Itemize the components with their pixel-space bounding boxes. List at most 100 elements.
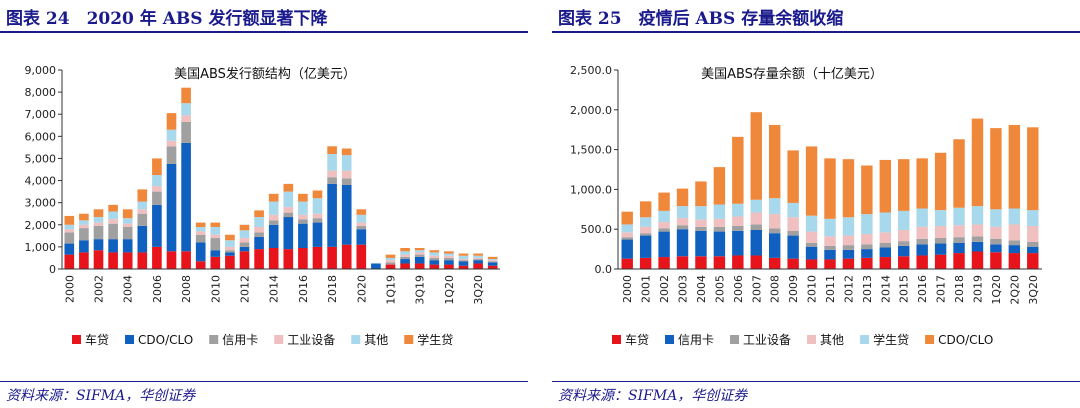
bar-segment [312,190,323,199]
x-tick-label: 2017 [935,275,948,303]
bar-segment [842,235,855,246]
bar-segment [695,256,707,269]
bar-segment [990,238,1002,245]
legend-entry: CDO/CLO [138,333,193,347]
bar-segment [805,242,818,247]
x-tick-label: 2008 [769,275,782,303]
bar-segment [327,183,337,247]
bar-segment [371,263,381,269]
bar-segment [239,230,250,239]
bar-segment [225,252,235,256]
bar-segment [953,139,965,208]
legend-swatch [807,335,817,344]
bar-segment [787,217,799,231]
bar-segment [639,235,652,258]
bar-segment [283,183,294,192]
x-tick-label: 2006 [151,275,164,303]
bar-segment [458,259,469,261]
bar-segment [79,252,89,269]
bar-segment [254,210,264,218]
bar-segment [842,217,855,236]
bar-segment [1008,208,1021,225]
bar-segment [268,193,279,202]
bar-segment [676,229,689,257]
bar-segment [487,260,498,262]
bar-segment [122,218,133,224]
bar-segment [444,255,454,258]
x-tick-label: 2010 [209,275,222,303]
bar-segment [108,219,118,224]
x-tick-label: 1Q20 [990,275,1003,305]
bar-segment [621,232,633,238]
bar-segment [356,229,367,245]
bar-segment [732,216,744,227]
bar-segment [195,222,206,227]
source-note: 资料来源：SIFMA，华创证券 [558,388,748,404]
bar-segment [64,232,75,244]
bar-segment [953,207,965,226]
bar-segment [225,250,235,253]
bar-segment [934,254,947,269]
bar-segment [658,222,670,229]
bar-segment [181,103,191,116]
x-tick-label: 2019 [971,275,984,303]
bar-segment [473,260,483,264]
bar-segment [210,256,221,269]
bar-segment [750,212,762,225]
bar-segment [898,241,910,246]
bar-segment [695,219,707,227]
bar-segment [898,245,910,257]
bar-segment [639,257,652,269]
bar-segment [414,252,425,255]
x-tick-label: 3Q19 [414,275,427,305]
bar-segment [990,244,1002,253]
bar-segment [639,233,652,236]
figure-24: 图表 24 2020 年 ABS 发行额显著下降 美国ABS发行额结构（亿美元）… [0,0,528,408]
bar-segment [487,262,498,266]
bar-segment [79,228,89,241]
bar-segment [934,243,947,255]
bar-segment [473,259,483,261]
bar-segment [658,231,670,258]
bar-segment [341,184,352,245]
bar-segment [210,226,221,235]
bar-segment [487,259,498,261]
bar-segment [312,213,323,219]
bar-segment [658,192,670,211]
bar-segment [695,230,707,257]
bar-segment [713,204,726,219]
y-tick-label: 2,500.0 [570,64,612,77]
bar-segment [64,215,75,225]
bar-segment [312,218,323,223]
bar-segment [137,209,148,214]
bar-segment [990,209,1002,227]
issuance-structure-chart: 美国ABS发行额结构（亿美元） 0 1,000 2,000 3,000 4,000 5,00… [25,64,500,347]
bar-segment [934,226,947,238]
bar-segment [768,124,781,199]
bar-segment [861,233,873,245]
bar-segment [1027,226,1039,242]
bar-segment [429,250,440,253]
legend-swatch [209,335,219,344]
bar-segment [487,261,498,263]
bar-segment [750,112,762,200]
bar-segment [879,232,892,243]
bar-segment [254,226,264,233]
x-tick-label: 2016 [297,275,310,303]
bar-segment [713,218,726,227]
bar-segment [444,251,454,254]
bar-segment [713,226,726,232]
bar-segment [787,150,799,203]
bar-segment [93,250,104,269]
bar-segment [658,228,670,232]
bar-segment [879,257,892,269]
bar-segment [312,246,323,269]
bar-segment [181,121,191,143]
bar-segment [166,146,177,164]
x-tick-label: 2008 [180,275,193,303]
source-note: 资料来源：SIFMA，华创证券 [6,388,196,404]
bar-segment [787,235,799,259]
bar-segment [356,222,367,226]
bar-segment [195,242,206,262]
bar-segment [414,263,425,269]
